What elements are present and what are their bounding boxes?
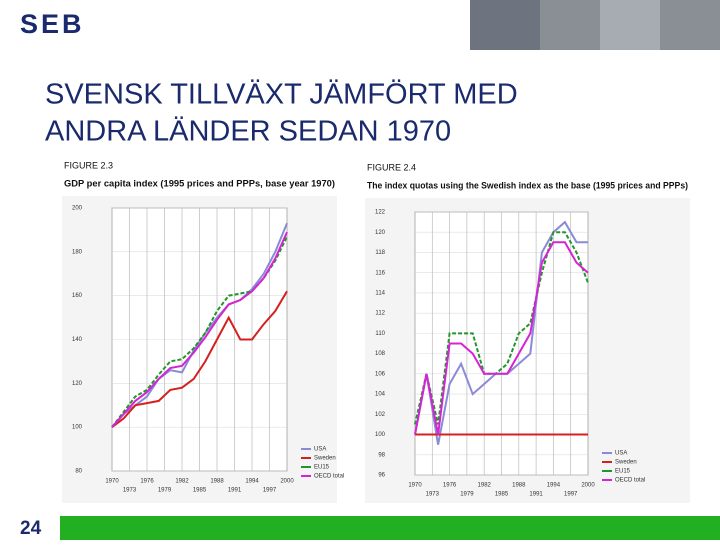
legend-label: Sweden — [615, 460, 637, 466]
chart-subtitle: GDP per capita index (1995 prices and PP… — [64, 178, 335, 188]
legend-label: USA — [314, 447, 326, 453]
y-tick-label: 110 — [375, 331, 385, 337]
y-tick-label: 100 — [375, 432, 386, 438]
series-line — [111, 222, 288, 428]
y-tick-label: 100 — [72, 425, 83, 431]
logo: SEB — [20, 9, 85, 39]
x-tick-label: 2000 — [280, 479, 294, 485]
slide-title: SVENSK TILLVÄXT JÄMFÖRT MED — [45, 79, 518, 111]
x-tick-label: 1994 — [245, 479, 259, 485]
x-tick-label: 1976 — [443, 483, 457, 489]
x-tick-label: 1982 — [175, 479, 189, 485]
legend-label: OECD total — [314, 474, 344, 480]
y-tick-label: 102 — [375, 412, 386, 418]
x-tick-label: 1982 — [478, 483, 492, 489]
legend-label: Sweden — [314, 456, 336, 462]
x-tick-label: 1970 — [105, 479, 119, 485]
x-tick-label: 2000 — [581, 483, 595, 489]
series-line — [111, 290, 288, 428]
photo — [600, 0, 660, 50]
x-tick-label: 1985 — [193, 488, 207, 494]
x-tick-label: 1991 — [228, 488, 242, 494]
series-line — [111, 231, 288, 428]
page-number-box — [0, 516, 60, 540]
page-number: 24 — [20, 518, 42, 539]
y-tick-label: 118 — [375, 250, 385, 256]
y-tick-label: 120 — [375, 230, 386, 236]
chart-title: FIGURE 2.4 — [367, 162, 416, 172]
y-tick-label: 120 — [72, 381, 83, 387]
x-tick-label: 1973 — [123, 488, 137, 494]
photo — [470, 0, 540, 50]
x-tick-label: 1979 — [158, 488, 172, 494]
y-tick-label: 106 — [375, 371, 386, 377]
y-tick-label: 122 — [375, 210, 386, 216]
y-tick-label: 112 — [375, 311, 385, 317]
chart-title: FIGURE 2.3 — [64, 160, 113, 170]
y-tick-label: 180 — [72, 249, 83, 255]
series-line — [414, 231, 589, 425]
y-tick-label: 104 — [375, 392, 386, 398]
y-tick-label: 116 — [375, 270, 385, 276]
y-tick-label: 108 — [375, 351, 386, 357]
x-tick-label: 1997 — [564, 492, 578, 498]
series-line — [414, 241, 589, 435]
legend-label: EU15 — [314, 465, 330, 471]
x-tick-label: 1988 — [210, 479, 224, 485]
x-tick-label: 1970 — [408, 483, 422, 489]
y-tick-label: 96 — [378, 473, 385, 479]
y-tick-label: 200 — [72, 206, 83, 212]
x-tick-label: 1994 — [547, 483, 561, 489]
x-tick-label: 1991 — [529, 492, 543, 498]
x-tick-label: 1979 — [460, 492, 474, 498]
legend-label: EU15 — [615, 469, 631, 475]
y-tick-label: 160 — [72, 293, 83, 299]
x-tick-label: 1973 — [426, 492, 440, 498]
legend-label: USA — [615, 451, 627, 457]
footer-bar — [0, 516, 720, 540]
y-tick-label: 114 — [375, 291, 385, 297]
x-tick-label: 1997 — [263, 488, 277, 494]
legend-label: OECD total — [615, 478, 645, 484]
y-tick-label: 140 — [72, 337, 83, 343]
x-tick-label: 1988 — [512, 483, 526, 489]
x-tick-label: 1976 — [140, 479, 154, 485]
chart-subtitle: The index quotas using the Swedish index… — [367, 180, 688, 190]
y-tick-label: 98 — [378, 452, 385, 458]
x-tick-label: 1985 — [495, 492, 509, 498]
slide-title: ANDRA LÄNDER SEDAN 1970 — [45, 116, 451, 148]
y-tick-label: 80 — [75, 469, 82, 475]
